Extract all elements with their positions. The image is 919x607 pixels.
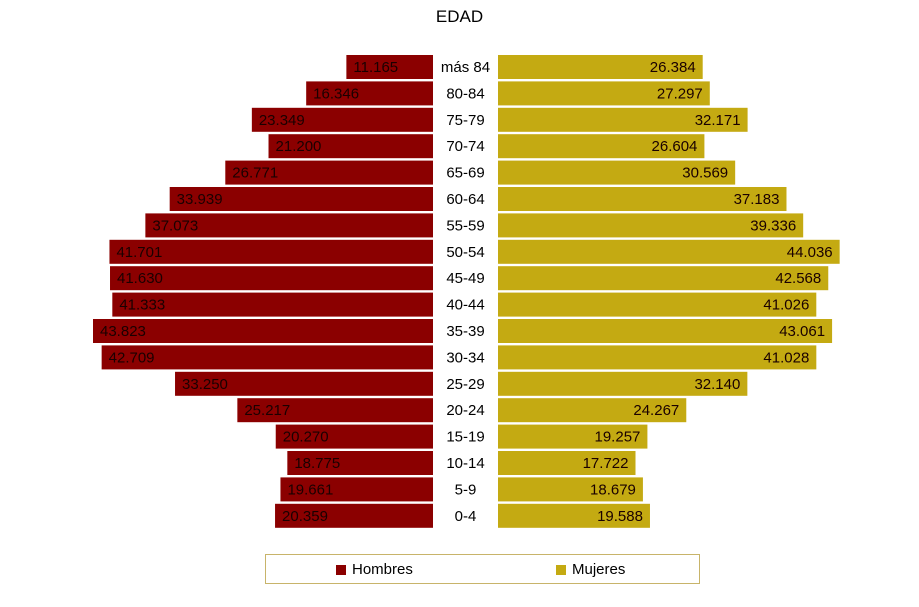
bar-mujeres-17 xyxy=(498,503,650,528)
category-label-11: 30-34 xyxy=(446,349,484,366)
bar-hombres-3 xyxy=(268,134,433,159)
category-label-15: 10-14 xyxy=(446,455,484,472)
bar-label-hombres-7: 41.701 xyxy=(116,244,162,261)
category-label-4: 65-69 xyxy=(446,165,484,182)
bar-hombres-7 xyxy=(109,239,433,264)
bar-hombres-1 xyxy=(306,81,433,106)
bar-label-hombres-9: 41.333 xyxy=(119,297,165,314)
bar-mujeres-16 xyxy=(498,477,643,502)
bar-label-hombres-15: 18.775 xyxy=(294,455,340,472)
bar-label-mujeres-5: 37.183 xyxy=(734,191,780,208)
bar-label-hombres-0: 11.165 xyxy=(353,59,398,76)
bar-hombres-5 xyxy=(169,187,433,211)
bar-hombres-10 xyxy=(93,319,433,343)
category-label-2: 75-79 xyxy=(446,112,484,129)
bar-label-hombres-5: 33.939 xyxy=(177,191,223,208)
category-label-8: 45-49 xyxy=(446,270,484,287)
category-label-13: 20-24 xyxy=(446,402,484,419)
bar-mujeres-8 xyxy=(498,266,829,291)
bar-hombres-8 xyxy=(110,266,434,291)
bar-hombres-6 xyxy=(145,213,434,238)
bar-label-hombres-6: 37.073 xyxy=(152,217,198,234)
bar-label-hombres-13: 25.217 xyxy=(244,402,290,419)
bar-mujeres-12 xyxy=(498,371,748,396)
bar-label-hombres-8: 41.630 xyxy=(117,270,163,287)
bar-mujeres-7 xyxy=(498,239,840,264)
bar-hombres-11 xyxy=(101,345,434,370)
bar-label-hombres-14: 20.270 xyxy=(283,429,329,446)
bar-mujeres-14 xyxy=(498,424,648,449)
bar-hombres-4 xyxy=(225,160,433,185)
bar-label-mujeres-0: 26.384 xyxy=(650,59,696,76)
bar-mujeres-4 xyxy=(498,160,736,185)
bar-label-hombres-12: 33.250 xyxy=(182,376,228,393)
bar-label-hombres-4: 26.771 xyxy=(232,165,278,182)
bar-label-hombres-11: 42.709 xyxy=(109,349,155,366)
bar-hombres-14 xyxy=(275,424,433,449)
category-label-6: 55-59 xyxy=(446,217,484,234)
legend-item-hombres: Hombres xyxy=(336,561,413,578)
bar-mujeres-2 xyxy=(498,107,748,132)
bar-label-mujeres-6: 39.336 xyxy=(750,217,796,234)
bar-hombres-17 xyxy=(275,503,433,528)
bar-label-mujeres-4: 30.569 xyxy=(682,165,728,182)
chart-title: EDAD xyxy=(435,7,484,26)
bar-mujeres-6 xyxy=(498,213,804,238)
chart-legend: Hombres Mujeres xyxy=(265,554,700,584)
bar-label-mujeres-16: 18.679 xyxy=(590,481,636,498)
bar-mujeres-5 xyxy=(498,187,787,211)
bar-label-mujeres-12: 32.140 xyxy=(694,376,740,393)
bar-label-mujeres-15: 17.722 xyxy=(583,455,629,472)
bar-hombres-2 xyxy=(251,107,433,132)
bar-label-hombres-16: 19.661 xyxy=(287,481,333,498)
bar-label-hombres-3: 21.200 xyxy=(276,138,322,155)
bar-hombres-15 xyxy=(287,451,433,475)
category-label-5: 60-64 xyxy=(446,191,484,208)
bar-label-mujeres-1: 27.297 xyxy=(657,85,703,102)
bar-mujeres-11 xyxy=(498,345,817,370)
bar-label-mujeres-8: 42.568 xyxy=(775,270,821,287)
bar-label-mujeres-17: 19.588 xyxy=(597,508,643,525)
bar-label-mujeres-11: 41.028 xyxy=(763,349,809,366)
bar-hombres-13 xyxy=(237,398,433,423)
bar-label-hombres-10: 43.823 xyxy=(100,323,146,340)
bar-mujeres-15 xyxy=(498,451,636,475)
legend-swatch-hombres xyxy=(336,564,346,575)
bar-hombres-0 xyxy=(346,55,433,79)
category-label-14: 15-19 xyxy=(446,429,484,446)
bar-hombres-12 xyxy=(175,371,433,396)
bar-hombres-16 xyxy=(280,477,433,502)
bar-mujeres-13 xyxy=(498,398,687,423)
bar-mujeres-9 xyxy=(498,292,817,317)
bar-label-mujeres-13: 24.267 xyxy=(633,402,679,419)
bar-label-hombres-2: 23.349 xyxy=(259,112,305,129)
bar-label-mujeres-3: 26.604 xyxy=(652,138,698,155)
bar-mujeres-1 xyxy=(498,81,710,106)
category-label-9: 40-44 xyxy=(446,297,484,314)
category-label-10: 35-39 xyxy=(446,323,484,340)
category-label-12: 25-29 xyxy=(446,376,484,393)
bar-label-hombres-17: 20.359 xyxy=(282,508,328,525)
bar-label-mujeres-7: 44.036 xyxy=(787,244,833,261)
bar-label-mujeres-9: 41.026 xyxy=(763,297,809,314)
legend-label-mujeres: Mujeres xyxy=(572,561,626,578)
bar-mujeres-3 xyxy=(498,134,705,159)
bar-mujeres-10 xyxy=(498,319,833,343)
bar-label-mujeres-14: 19.257 xyxy=(595,429,641,446)
legend-item-mujeres: Mujeres xyxy=(556,561,625,578)
bar-hombres-9 xyxy=(112,292,433,317)
bar-label-hombres-1: 16.346 xyxy=(313,85,359,102)
legend-swatch-mujeres xyxy=(556,564,566,575)
category-label-16: 5-9 xyxy=(455,481,477,498)
category-label-7: 50-54 xyxy=(446,244,484,261)
bar-mujeres-0 xyxy=(498,55,703,79)
category-label-17: 0-4 xyxy=(455,508,477,525)
bar-label-mujeres-10: 43.061 xyxy=(779,323,825,340)
category-label-1: 80-84 xyxy=(446,85,484,102)
category-label-0: más 84 xyxy=(441,59,490,76)
legend-label-hombres: Hombres xyxy=(352,561,413,578)
category-label-3: 70-74 xyxy=(446,138,484,155)
bar-label-mujeres-2: 32.171 xyxy=(695,112,741,129)
